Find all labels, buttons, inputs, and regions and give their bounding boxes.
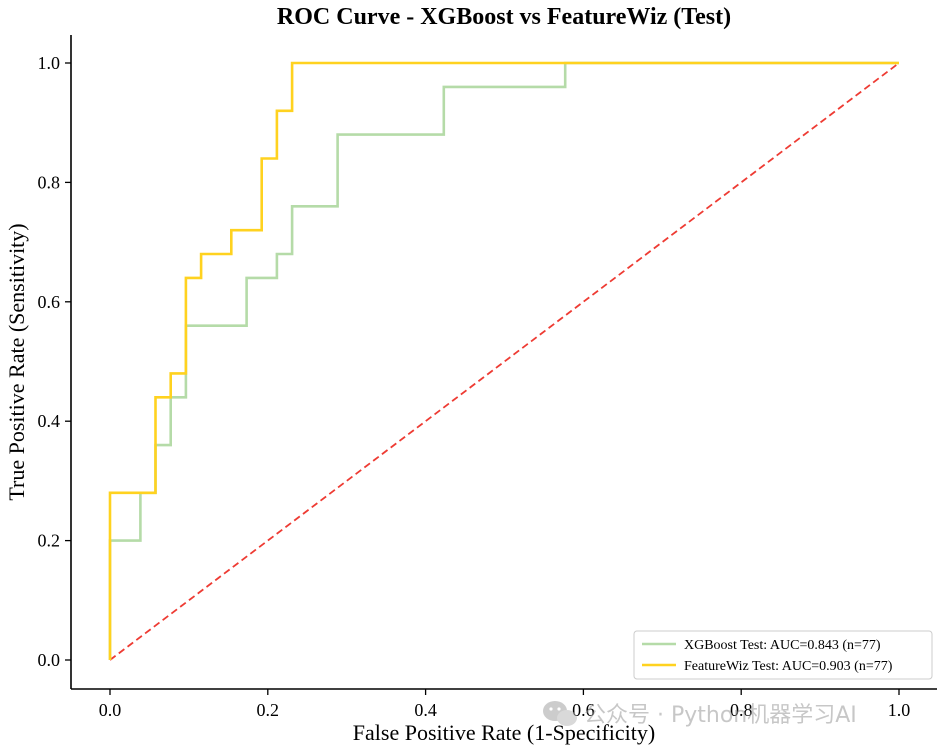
y-tick-label: 1.0 [38, 53, 61, 73]
legend-label-featurewiz: FeatureWiz Test: AUC=0.903 (n=77) [684, 659, 893, 674]
watermark: 公众号 · Python机器学习AI [543, 701, 857, 728]
chart-title: ROC Curve - XGBoost vs FeatureWiz (Test) [277, 4, 731, 30]
y-axis-label: True Positive Rate (Sensitivity) [4, 223, 29, 500]
x-tick-label: 1.0 [888, 700, 911, 720]
y-ticks: 0.0 0.2 0.4 0.6 0.8 1.0 [38, 53, 71, 670]
x-tick-label: 0.4 [414, 700, 437, 720]
featurewiz-roc-line [108, 61, 899, 660]
x-tick-label: 0.2 [257, 700, 280, 720]
plot-area [108, 61, 900, 661]
chance-line [109, 62, 900, 661]
x-tick-label: 0.6 [572, 700, 595, 720]
x-tick-label: 0.8 [730, 700, 753, 720]
watermark-text: 公众号 · Python机器学习AI [584, 703, 857, 728]
wechat-icon [543, 701, 577, 726]
y-tick-label: 0.0 [38, 650, 61, 670]
legend: XGBoost Test: AUC=0.843 (n=77) FeatureWi… [633, 630, 933, 680]
legend-label-xgboost: XGBoost Test: AUC=0.843 (n=77) [684, 638, 881, 653]
y-tick-label: 0.2 [38, 531, 61, 551]
x-tick-label: 0.0 [99, 700, 122, 720]
legend-box [633, 630, 933, 680]
y-tick-label: 0.4 [38, 411, 61, 431]
x-ticks: 0.0 0.2 0.4 0.6 0.8 1.0 [99, 689, 911, 720]
y-tick-label: 0.6 [38, 292, 61, 312]
x-axis-label: False Positive Rate (1-Specificity) [353, 720, 655, 745]
y-tick-label: 0.8 [38, 172, 61, 192]
